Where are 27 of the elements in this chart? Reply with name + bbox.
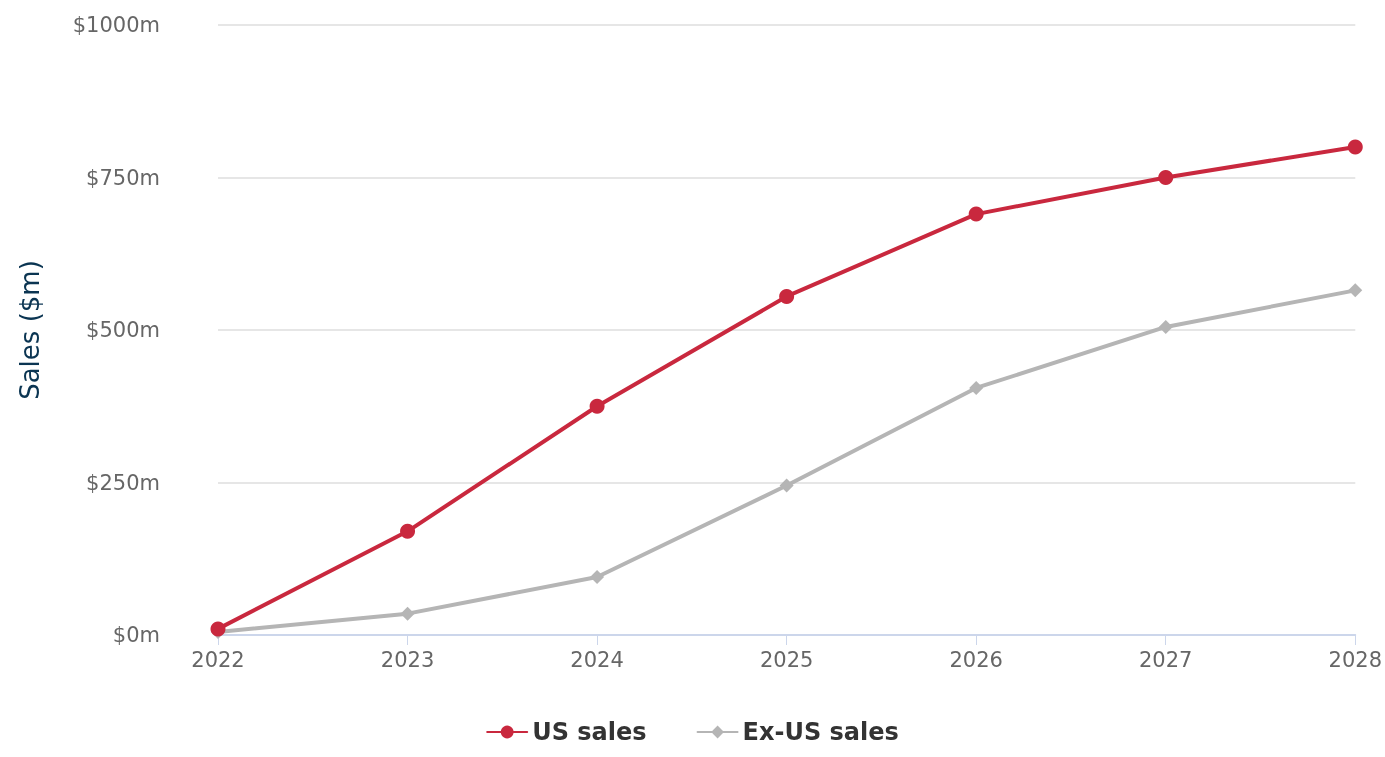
point xyxy=(400,523,416,539)
y-tick-label: $0m xyxy=(112,623,160,647)
x-tick-label: 2023 xyxy=(380,647,435,672)
legend-label: US sales xyxy=(532,718,647,746)
x-tick-label: 2022 xyxy=(191,647,245,672)
point xyxy=(1348,283,1363,298)
legend-label: Ex-US sales xyxy=(742,718,899,746)
point xyxy=(968,206,984,222)
point xyxy=(969,380,984,395)
point xyxy=(1347,139,1363,155)
y-tick-label: $750m xyxy=(86,165,160,190)
point xyxy=(1158,170,1174,185)
x-tick-label: 2028 xyxy=(1328,647,1382,672)
x-tick-label: 2024 xyxy=(570,647,624,672)
y-tick-label: $500m xyxy=(86,318,160,342)
point xyxy=(779,478,794,493)
point xyxy=(1158,319,1173,334)
x-tick-label: 2025 xyxy=(759,647,814,672)
y-axis-title: Sales ($m) xyxy=(15,260,45,400)
point xyxy=(590,570,605,585)
x-tick-label: 2027 xyxy=(1139,647,1193,672)
y-tick-label: $1000m xyxy=(72,13,160,37)
point xyxy=(400,606,415,621)
x-tick-label: 2026 xyxy=(949,647,1003,672)
y-tick-label: $250m xyxy=(86,470,160,495)
point xyxy=(779,288,795,304)
point xyxy=(589,398,605,414)
